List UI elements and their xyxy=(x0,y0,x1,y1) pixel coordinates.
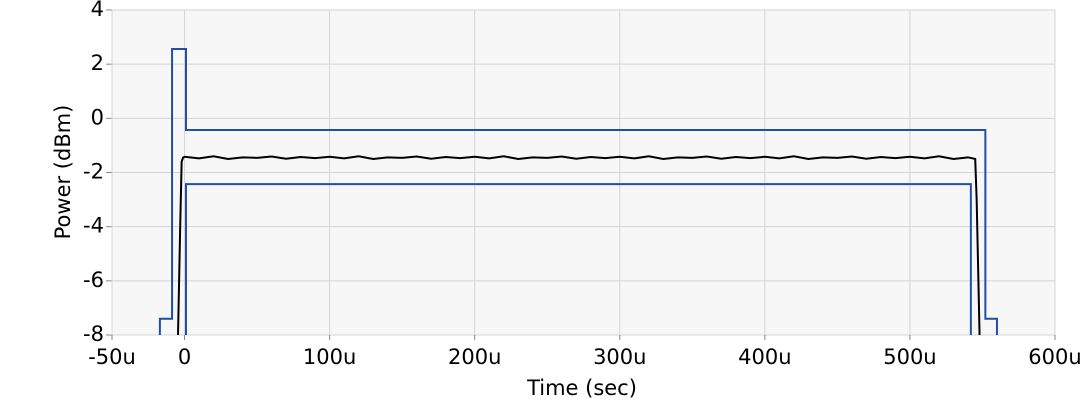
x-tick-label: 600u xyxy=(1028,345,1081,369)
x-tick-label: -50u xyxy=(88,345,136,369)
x-tick-label: 100u xyxy=(303,345,356,369)
series-line xyxy=(158,48,998,335)
y-tick-label: -2 xyxy=(83,160,104,184)
y-tick-label: 2 xyxy=(91,51,104,75)
y-tick-label: 4 xyxy=(91,0,104,21)
y-tick-label: 0 xyxy=(91,105,104,129)
y-tick-label: -8 xyxy=(83,322,104,346)
y-axis-label: Power (dBm) xyxy=(51,105,75,240)
series-line xyxy=(184,183,972,335)
x-axis-label: Time (sec) xyxy=(526,376,637,400)
y-tick-label: -4 xyxy=(83,214,104,238)
x-tick-label: 300u xyxy=(593,345,646,369)
x-tick-label: 500u xyxy=(883,345,936,369)
x-tick-label: 400u xyxy=(738,345,791,369)
x-tick-label: 0 xyxy=(178,345,191,369)
y-tick-label: -6 xyxy=(83,268,104,292)
series-line xyxy=(177,155,981,336)
x-tick-label: 200u xyxy=(448,345,501,369)
